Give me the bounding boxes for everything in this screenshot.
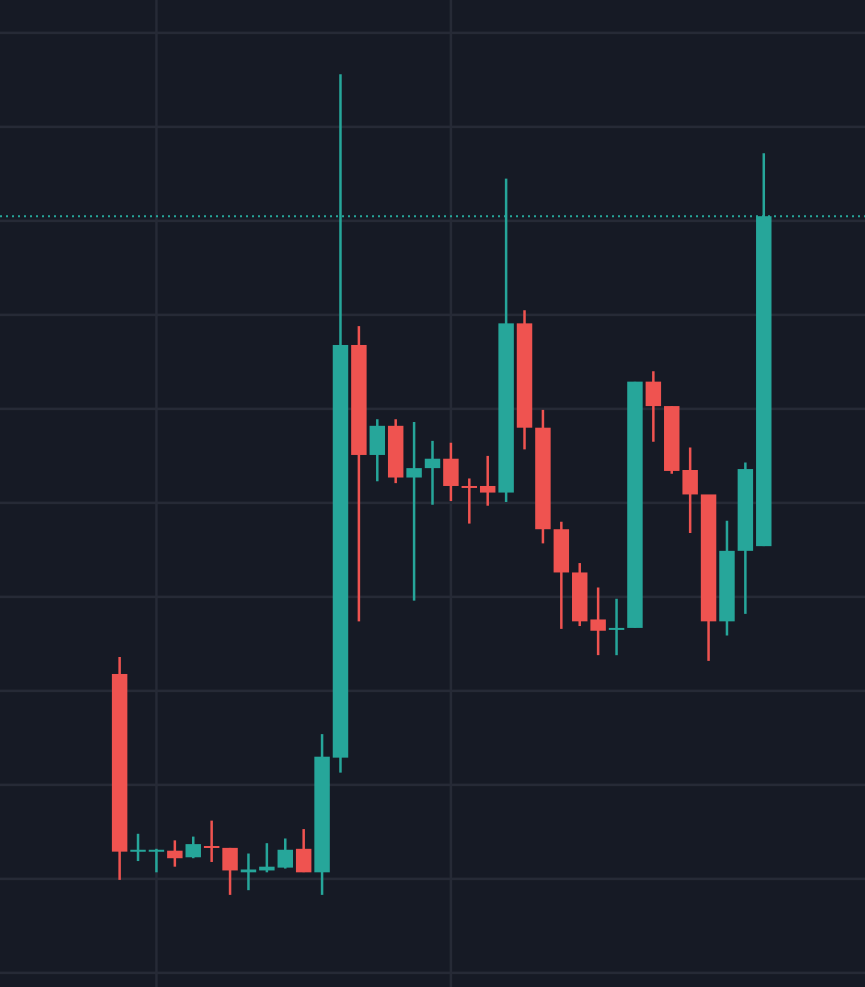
candle-body — [351, 344, 367, 455]
candle-body — [737, 469, 754, 551]
candle-body — [682, 470, 698, 495]
candle-body — [259, 866, 275, 871]
candle-body — [203, 846, 220, 848]
candle-body — [535, 427, 551, 530]
candle-body — [424, 458, 441, 469]
candle-body — [700, 494, 717, 622]
candle-body — [553, 529, 570, 573]
candle-body — [167, 850, 183, 859]
candle-body — [369, 425, 386, 455]
candle-body — [664, 406, 680, 471]
candle-body — [406, 468, 422, 478]
candle-body — [719, 550, 735, 622]
candle-body — [332, 344, 349, 758]
candle-body — [222, 847, 238, 871]
candle-body — [645, 381, 662, 407]
candle-body — [516, 323, 533, 428]
candle-body — [185, 844, 201, 858]
candle-body — [240, 869, 257, 873]
candle-body — [479, 485, 496, 493]
candle-body — [295, 848, 312, 873]
candle-body — [756, 216, 772, 547]
candle-body — [148, 849, 165, 852]
candle-body — [387, 425, 404, 478]
candle-body — [590, 619, 606, 631]
candle-body — [627, 381, 643, 628]
candle-body — [277, 849, 293, 868]
candle-body — [572, 572, 588, 622]
candle-body — [130, 849, 146, 852]
candle-body — [314, 756, 330, 873]
candle-body — [111, 673, 128, 852]
candle-body — [498, 323, 514, 493]
candle-body — [608, 627, 625, 630]
candle-body — [443, 458, 459, 486]
candle-body — [461, 485, 478, 488]
